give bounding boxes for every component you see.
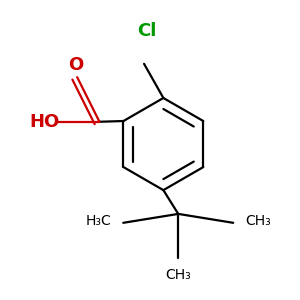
Text: CH₃: CH₃ [245,214,271,228]
Text: CH₃: CH₃ [165,268,191,282]
Text: H₃C: H₃C [85,214,111,228]
Text: Cl: Cl [137,22,157,40]
Text: O: O [68,56,83,74]
Text: HO: HO [29,113,60,131]
